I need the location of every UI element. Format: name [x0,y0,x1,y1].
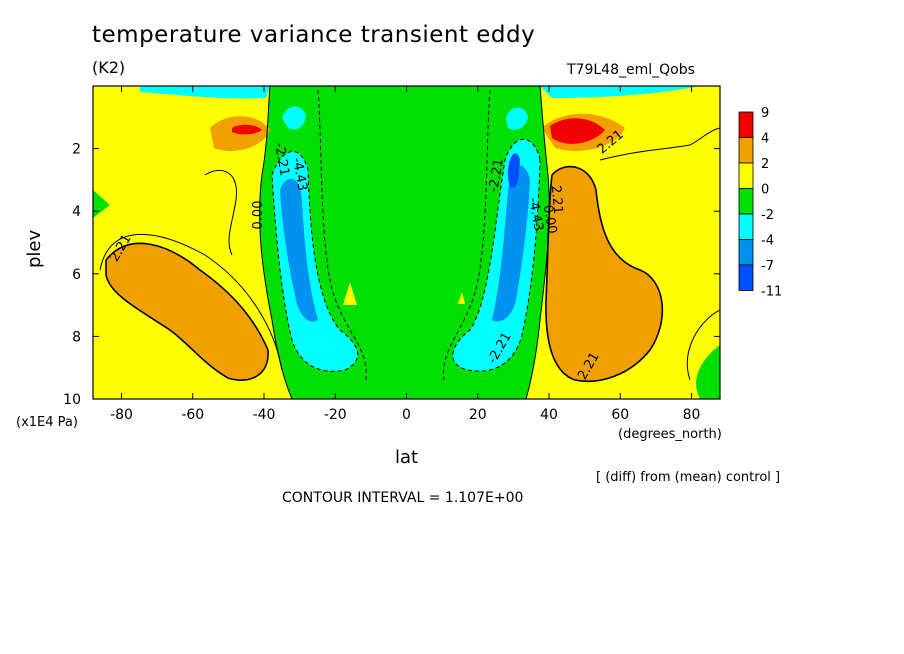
fill-right-cyan-top [506,107,528,130]
fill-right-red [550,118,605,144]
fill-left-red [232,124,262,135]
contour-right-thin-b [686,309,720,381]
colorbar-swatch [738,264,754,291]
diff-note: [ (diff) from (mean) control ] [596,470,781,485]
colorbar-swatch [738,162,754,189]
y-tick-label: 4 [72,204,81,220]
x-axis-label: lat [395,447,419,468]
fill-left-cyan-top [282,106,306,130]
fill-right-darkblue [507,153,520,189]
contour-left-thin-a [99,233,283,371]
fill-right-green-edge [696,345,720,399]
y-tick-label: 2 [72,142,81,158]
x-tick-label: 60 [611,407,629,423]
colorbar-swatch [738,111,754,138]
contour-label: 0.00 [540,204,560,235]
contour-fills [93,86,720,399]
colorbar-label: 4 [761,132,769,147]
contour-label: -4.43 [525,197,546,233]
colorbar-swatch [738,213,754,240]
x-tick-label: -60 [181,407,204,423]
x-tick-label: -20 [324,407,347,423]
colorbar-label: -2 [761,208,774,223]
contour-label: 0.00 [251,201,266,230]
x-ticks: -80 -60 -40 -20 0 20 40 60 80 [110,86,700,423]
x-tick-label: -40 [253,407,276,423]
contour-left-blue-dash [271,151,358,372]
contour-label: 2.21 [548,185,565,215]
y-scale-label: (x1E4 Pa) [16,415,78,430]
contour-left-outer-dash [317,89,367,381]
y-tick-label: 6 [72,267,81,283]
x-tick-label: -80 [110,407,133,423]
contour-right-thin-a [599,127,720,161]
contour-right-blue-dash [452,138,541,372]
contour-label: -4.43 [289,157,310,193]
colorbar-label: -7 [761,259,774,274]
x-tick-label: 40 [540,407,558,423]
contour-lines [99,86,720,399]
contour-label: -2.21 [271,142,292,178]
colorbar-label: 2 [761,157,769,172]
fill-left-top-cyan [140,86,270,99]
colorbar-label: -4 [761,234,774,249]
contour-interval-note: CONTOUR INTERVAL = 1.107E+00 [282,490,524,506]
y-tick-label: 8 [72,329,81,345]
y-ticks: 2 4 6 8 10 [63,142,720,408]
x-units-label: (degrees_north) [618,427,722,442]
colorbar: 9 4 2 0 -2 -4 -7 -11 [738,106,782,300]
contour-right-orange-big [545,165,664,382]
fill-small-yellow-right [458,292,465,304]
contour-right-outer-dash [443,89,491,381]
colorbar-swatch [738,188,754,215]
colorbar-label: 0 [761,183,769,198]
run-label: T79L48_eml_Qobs [567,62,695,78]
x-tick-label: 20 [469,407,487,423]
x-tick-label: 80 [683,407,701,423]
fill-right-blue [492,165,530,322]
units-label: (K2) [92,58,126,77]
contour-label: -2.21 [486,158,507,194]
fill-small-yellow-left [343,282,357,305]
contour-left-thin-b [204,169,237,256]
colorbar-label: -11 [761,285,782,300]
chart-title: temperature variance transient eddy [92,22,536,48]
y-tick-label: 10 [63,392,81,408]
fill-left-orange-big [106,243,269,381]
fill-right-orange-big [545,166,663,382]
colorbar-swatch [738,239,754,266]
fill-left-blue [280,178,318,322]
colorbar-swatch [738,137,754,164]
x-tick-label: 0 [402,407,411,423]
contour-left-orange-big [105,242,269,381]
colorbar-label: 9 [761,106,769,121]
